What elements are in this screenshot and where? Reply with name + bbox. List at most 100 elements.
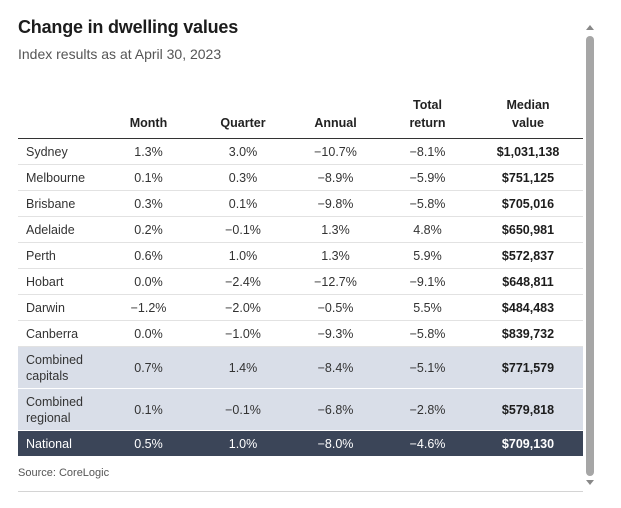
row-quarter: −0.1% [197, 388, 289, 431]
row-annual: −8.4% [289, 346, 382, 389]
row-quarter: 0.3% [197, 164, 289, 191]
row-annual: −12.7% [289, 268, 382, 295]
footer-divider [18, 491, 583, 492]
row-city: Darwin [18, 294, 100, 321]
header-median-line2: value [512, 116, 544, 130]
table-row: Sydney 1.3% 3.0% −10.7% −8.1% $1,031,138 [18, 138, 583, 165]
row-median-value: $650,981 [473, 216, 583, 243]
row-city: Adelaide [18, 216, 100, 243]
row-month: 0.5% [100, 430, 197, 456]
row-quarter: −0.1% [197, 216, 289, 243]
row-city: Melbourne [18, 164, 100, 191]
row-city-line2: regional [26, 410, 71, 425]
header-month: Month [100, 88, 197, 139]
row-quarter: −2.4% [197, 268, 289, 295]
row-month: 0.1% [100, 164, 197, 191]
row-total-return: −8.1% [382, 138, 473, 165]
row-month: 0.2% [100, 216, 197, 243]
row-city: Combined regional [18, 388, 100, 431]
row-city: Combined capitals [18, 346, 100, 389]
table-row: Hobart 0.0% −2.4% −12.7% −9.1% $648,811 [18, 268, 583, 295]
header-city [18, 88, 100, 139]
row-quarter: −1.0% [197, 320, 289, 347]
row-annual: −0.5% [289, 294, 382, 321]
row-median-value: $484,483 [473, 294, 583, 321]
row-city: Hobart [18, 268, 100, 295]
scroll-down-arrow-icon[interactable] [586, 480, 594, 485]
row-total-return: 5.5% [382, 294, 473, 321]
header-total-return: Total return [382, 88, 473, 139]
row-quarter: 0.1% [197, 190, 289, 217]
row-month: −1.2% [100, 294, 197, 321]
row-city: Brisbane [18, 190, 100, 217]
row-total-return: −9.1% [382, 268, 473, 295]
table-row: Melbourne 0.1% 0.3% −8.9% −5.9% $751,125 [18, 164, 583, 191]
table-header-row: Month Quarter Annual Total return Median… [18, 88, 583, 139]
row-quarter: −2.0% [197, 294, 289, 321]
row-annual: 1.3% [289, 242, 382, 269]
chart-title: Change in dwelling values [18, 17, 239, 37]
row-quarter: 1.0% [197, 430, 289, 456]
row-month: 0.0% [100, 320, 197, 347]
vertical-scrollbar[interactable] [585, 22, 595, 488]
row-total-return: −5.9% [382, 164, 473, 191]
row-median-value: $709,130 [473, 430, 583, 456]
row-quarter: 3.0% [197, 138, 289, 165]
row-month: 0.6% [100, 242, 197, 269]
table-row-combined-capitals: Combined capitals 0.7% 1.4% −8.4% −5.1% … [18, 346, 583, 389]
table-row: Darwin −1.2% −2.0% −0.5% 5.5% $484,483 [18, 294, 583, 321]
header-median-value: Median value [473, 88, 583, 139]
row-city: National [18, 430, 100, 456]
row-city: Perth [18, 242, 100, 269]
row-median-value: $572,837 [473, 242, 583, 269]
row-quarter: 1.0% [197, 242, 289, 269]
row-annual: −6.8% [289, 388, 382, 431]
table-row: Brisbane 0.3% 0.1% −9.8% −5.8% $705,016 [18, 190, 583, 217]
row-median-value: $839,732 [473, 320, 583, 347]
scroll-up-arrow-icon[interactable] [586, 25, 594, 30]
row-annual: 1.3% [289, 216, 382, 243]
row-annual: −9.3% [289, 320, 382, 347]
row-total-return: −5.1% [382, 346, 473, 389]
row-city-line2: capitals [26, 368, 69, 383]
row-median-value: $648,811 [473, 268, 583, 295]
row-total-return: −2.8% [382, 388, 473, 431]
row-median-value: $705,016 [473, 190, 583, 217]
row-annual: −10.7% [289, 138, 382, 165]
row-annual: −9.8% [289, 190, 382, 217]
row-median-value: $579,818 [473, 388, 583, 431]
row-city: Sydney [18, 138, 100, 165]
row-annual: −8.0% [289, 430, 382, 456]
table-row-national: National 0.5% 1.0% −8.0% −4.6% $709,130 [18, 430, 583, 456]
dwelling-values-table: Month Quarter Annual Total return Median… [18, 88, 583, 456]
row-total-return: 4.8% [382, 216, 473, 243]
header-total-line2: return [409, 116, 446, 130]
row-total-return: −5.8% [382, 190, 473, 217]
source-note: Source: CoreLogic [18, 467, 110, 479]
row-total-return: −5.8% [382, 320, 473, 347]
row-month: 0.0% [100, 268, 197, 295]
header-quarter: Quarter [197, 88, 289, 139]
row-median-value: $771,579 [473, 346, 583, 389]
scrollbar-thumb[interactable] [586, 36, 594, 476]
chart-subtitle: Index results as at April 30, 2023 [18, 46, 222, 62]
row-quarter: 1.4% [197, 346, 289, 389]
row-month: 1.3% [100, 138, 197, 165]
row-total-return: −4.6% [382, 430, 473, 456]
header-median-line1: Median [506, 98, 550, 112]
row-total-return: 5.9% [382, 242, 473, 269]
row-annual: −8.9% [289, 164, 382, 191]
header-total-line1: Total [413, 98, 442, 112]
table-row: Perth 0.6% 1.0% 1.3% 5.9% $572,837 [18, 242, 583, 269]
row-month: 0.3% [100, 190, 197, 217]
header-annual: Annual [289, 88, 382, 139]
row-city-line1: Combined [26, 394, 83, 409]
row-month: 0.1% [100, 388, 197, 431]
row-city-line1: Combined [26, 352, 83, 367]
row-median-value: $751,125 [473, 164, 583, 191]
table-row: Adelaide 0.2% −0.1% 1.3% 4.8% $650,981 [18, 216, 583, 243]
row-month: 0.7% [100, 346, 197, 389]
table-row: Canberra 0.0% −1.0% −9.3% −5.8% $839,732 [18, 320, 583, 347]
row-city: Canberra [18, 320, 100, 347]
